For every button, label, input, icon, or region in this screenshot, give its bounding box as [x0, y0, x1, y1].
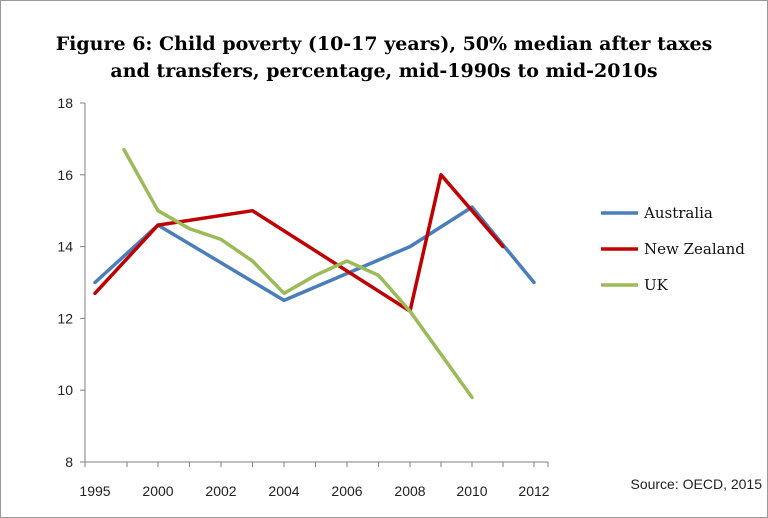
legend-label: UK — [644, 276, 669, 294]
x-tick-label: 2010 — [456, 483, 487, 499]
chart-subtitle: and transfers, percentage, mid-1990s to … — [110, 60, 657, 82]
x-tick-labels: 1995 2000 2002 2004 2006 2008 2010 2012 — [79, 483, 549, 499]
y-tick-labels: 8 10 12 14 16 18 — [57, 95, 73, 470]
legend-label: New Zealand — [644, 240, 745, 258]
chart-title: Figure 6: Child poverty (10-17 years), 5… — [56, 33, 713, 55]
axes — [80, 102, 549, 467]
series-line-australia — [93, 205, 536, 303]
x-tick-label: 2012 — [518, 483, 549, 499]
y-tick-label: 10 — [57, 382, 73, 398]
y-tick-label: 16 — [57, 167, 73, 183]
x-tick-label: 2004 — [268, 483, 299, 499]
series-line-new-zealand — [93, 173, 505, 313]
y-tick-label: 18 — [57, 95, 73, 111]
x-tick-label: 2002 — [205, 483, 236, 499]
source-note: Source: OECD, 2015 — [630, 476, 762, 492]
legend-label: Australia — [643, 204, 713, 222]
x-tick-label: 1995 — [79, 483, 110, 499]
x-tick-label: 2006 — [331, 483, 362, 499]
y-tick-label: 14 — [57, 239, 73, 255]
series-line-uk — [122, 147, 474, 400]
x-tick-label: 2008 — [394, 483, 425, 499]
y-tick-label: 8 — [65, 454, 73, 470]
y-tick-label: 12 — [57, 310, 73, 326]
x-tick-label: 2000 — [142, 483, 173, 499]
series-lines — [93, 147, 536, 400]
legend: Australia New Zealand UK — [601, 204, 745, 294]
